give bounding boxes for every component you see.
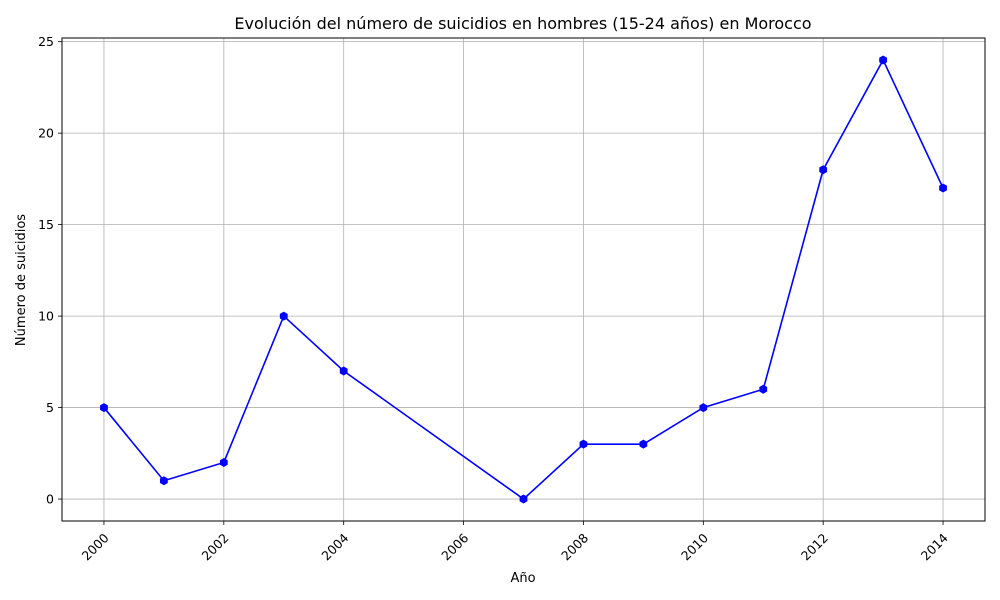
y-tick-label: 5 — [46, 400, 54, 415]
grid-lines — [62, 38, 985, 521]
data-point — [759, 384, 768, 394]
y-axis-label: Número de suicidios — [14, 214, 29, 346]
y-axis-ticks: 0 5 10 15 20 25 — [38, 34, 62, 507]
data-point — [699, 403, 708, 413]
x-tick-label: 2012 — [798, 530, 831, 563]
x-tick-label: 2000 — [79, 530, 112, 563]
x-tick-label: 2006 — [438, 530, 471, 563]
data-point — [819, 165, 828, 175]
series-markers — [100, 55, 947, 504]
x-tick-label: 2004 — [318, 530, 351, 563]
chart-title: Evolución del número de suicidios en hom… — [234, 14, 811, 33]
y-tick-label: 0 — [46, 492, 54, 507]
data-point — [279, 311, 288, 321]
data-point — [879, 55, 888, 65]
x-tick-label: 2010 — [678, 530, 711, 563]
x-tick-label: 2002 — [199, 530, 232, 563]
data-point — [339, 366, 348, 376]
series-line — [103, 58, 944, 501]
data-point — [100, 403, 108, 413]
data-point — [579, 439, 588, 449]
y-tick-label: 10 — [38, 309, 54, 324]
y-tick-label: 15 — [38, 217, 54, 232]
data-point — [639, 439, 648, 449]
data-point — [939, 183, 947, 193]
data-point — [159, 476, 168, 486]
x-tick-label: 2008 — [558, 530, 591, 563]
y-tick-label: 25 — [38, 34, 54, 49]
plot-frame — [61, 37, 986, 522]
x-axis-ticks: 2000 2002 2004 2006 2008 2010 2012 2014 — [79, 521, 951, 563]
data-point — [519, 494, 528, 504]
data-point — [219, 457, 228, 467]
x-axis-label: Año — [510, 571, 535, 586]
x-tick-label: 2014 — [918, 530, 951, 563]
y-tick-label: 20 — [38, 126, 54, 141]
